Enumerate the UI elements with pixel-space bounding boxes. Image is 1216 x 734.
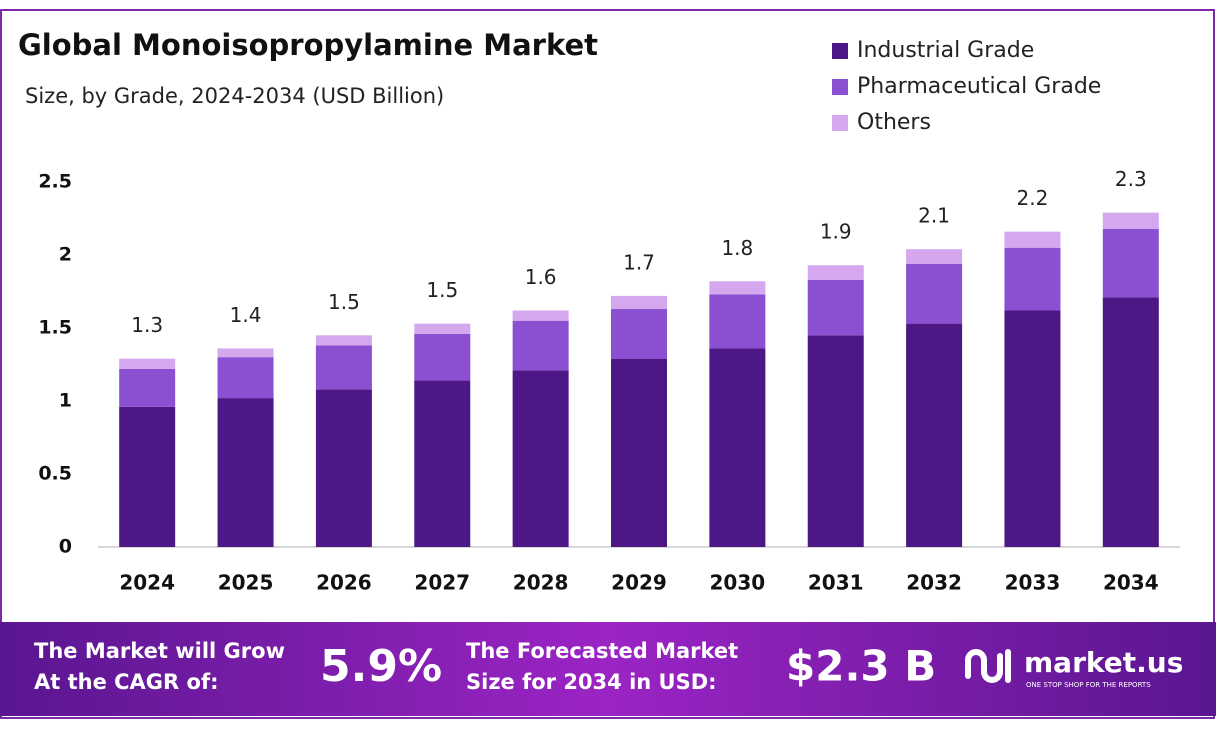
legend-label: Industrial Grade [857,38,1034,63]
total-label: 2.2 [1017,186,1049,210]
footer-banner [0,622,1216,716]
total-label: 1.8 [721,236,753,260]
y-tick-label: 1 [59,390,72,412]
bar-segment [709,281,766,295]
total-label: 1.5 [426,278,458,302]
total-label: 2.1 [918,204,950,228]
bar-segment [119,406,176,547]
bar-segment [512,310,569,321]
total-label: 1.6 [525,265,557,289]
x-tick-label: 2032 [906,571,962,595]
x-tick-label: 2027 [414,571,470,595]
bar-segment [1004,310,1061,547]
bar-segment [119,368,176,407]
cagr-value: 5.9% [320,641,442,692]
x-tick-label: 2024 [119,571,175,595]
bar-segment [906,263,963,324]
total-label: 1.7 [623,250,655,274]
chart-title: Global Monoisopropylamine Market [18,28,598,62]
y-tick-label: 2.5 [38,171,72,193]
bar-segment [217,398,274,547]
forecast-label: The Forecasted Market [466,639,738,663]
bar-segment [315,335,372,346]
bar-segment [1004,231,1061,248]
bar-segment [1102,212,1159,229]
bar-segment [315,345,372,390]
y-tick-label: 0.5 [38,463,72,485]
bar-segment [217,357,274,399]
bar-segment [611,358,667,547]
legend-swatch [832,79,848,95]
y-tick-label: 0 [59,536,72,558]
bar-segment [512,320,569,371]
x-tick-label: 2034 [1103,571,1159,595]
bar-segment [709,348,766,547]
cagr-label: At the CAGR of: [34,670,219,694]
bar-segment [414,380,471,547]
y-tick-label: 2 [59,244,72,266]
bar-segment [1102,228,1159,298]
total-label: 1.5 [328,290,360,314]
legend-swatch [832,43,848,59]
forecast-label: Size for 2034 in USD: [466,670,717,694]
bar-segment [906,323,963,547]
chart-subtitle: Size, by Grade, 2024-2034 (USD Billion) [25,84,444,108]
bar-segment [807,335,864,547]
bar-segment [414,323,471,334]
bar-segment [512,370,569,547]
total-label: 1.3 [131,313,163,337]
brand-name: market.us [1024,646,1183,679]
legend-label: Others [857,110,931,135]
bar-segment [217,348,274,358]
bar-segment [119,358,176,369]
bar-segment [1004,247,1061,311]
bar-segment [906,249,963,264]
forecast-value: $2.3 B [786,642,936,691]
total-label: 2.3 [1115,167,1147,191]
x-tick-label: 2029 [611,571,667,595]
x-tick-label: 2026 [316,571,372,595]
x-tick-label: 2025 [218,571,274,595]
legend-label: Pharmaceutical Grade [857,74,1101,99]
bar-segment [1102,297,1159,547]
bar-segment [807,265,864,280]
bar-segment [807,279,864,336]
legend-swatch [832,115,848,131]
x-tick-label: 2028 [513,571,569,595]
bar-segment [315,389,372,547]
bar-segment [414,333,471,381]
bar-segment [709,294,766,349]
x-tick-label: 2031 [808,571,864,595]
bar-segment [611,309,667,359]
total-label: 1.9 [820,220,852,244]
x-tick-label: 2030 [710,571,766,595]
total-label: 1.4 [230,303,262,327]
x-tick-label: 2033 [1005,571,1061,595]
y-tick-label: 1.5 [38,317,72,339]
brand-tagline: ONE STOP SHOP FOR THE REPORTS [1026,681,1151,689]
cagr-label: The Market will Grow [34,639,285,663]
bar-segment [611,295,667,310]
brand-logo [965,649,1011,683]
